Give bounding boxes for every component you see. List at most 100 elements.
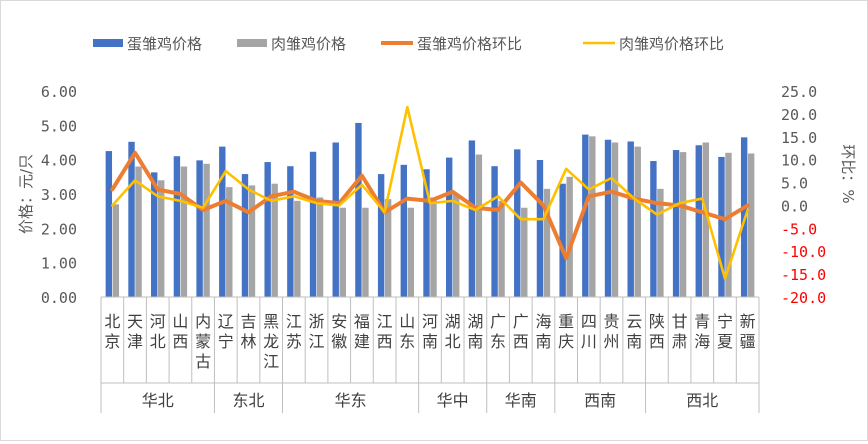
category-char: 海 [694,332,710,351]
bar-layer-7 [241,174,249,297]
region-label-5: 华南 [505,391,537,410]
y-tick-3: 2.00 [41,220,77,238]
category-label-11: 安徽 [331,312,347,351]
category-char: 西 [513,332,529,351]
bar-layer-21 [559,183,566,297]
category-char: 西 [377,332,393,351]
category-char: 苏 [286,332,302,351]
category-char: 安 [331,312,347,331]
category-char: 山 [399,312,415,331]
y2-tick-9: 20.0 [781,106,817,124]
y-tick-5: 4.00 [41,152,77,170]
category-char: 云 [626,312,642,331]
legend-swatch-1 [93,39,123,47]
line-broiler-mom [111,105,749,280]
category-label-3: 河北 [150,312,166,351]
category-char: 庆 [558,332,574,351]
category-label-20: 海南 [535,312,551,351]
category-char: 京 [104,332,120,351]
category-label-29: 新疆 [740,312,756,351]
bar-broiler-1 [112,204,120,297]
y2-tick-6: 5.0 [781,175,808,193]
category-char: 林 [240,332,256,351]
legend-label-3: 蛋雏鸡价格环比 [417,35,522,53]
bar-broiler-9 [294,200,301,297]
y2-tick-1: -20.0 [781,289,826,307]
bar-broiler-25 [657,188,664,297]
category-char: 江 [377,312,393,331]
category-label-8: 黑龙江 [263,312,279,371]
category-char: 海 [535,312,551,331]
y2-tick-8: 15.0 [781,129,817,147]
bar-broiler-28 [725,152,732,297]
bar-broiler-22 [589,136,596,297]
category-char: 辽 [218,312,234,331]
category-char: 龙 [263,332,279,351]
bar-layer-23 [604,139,612,297]
bar-broiler-18 [498,200,505,297]
category-char: 吉 [240,312,256,331]
bar-broiler-21 [566,176,573,297]
bar-broiler-14 [407,207,415,297]
category-char: 重 [558,312,574,331]
y2-tick-4: -5.0 [781,220,817,238]
category-char: 夏 [717,332,733,351]
y-tick-7: 6.00 [41,83,77,101]
category-label-12: 福建 [354,312,370,351]
category-label-17: 湖南 [467,312,483,351]
category-char: 东 [399,332,415,351]
category-char: 川 [581,332,597,351]
bar-layer-24 [627,141,634,297]
bar-layer-27 [695,145,702,297]
category-char: 浙 [309,312,325,331]
region-label-7: 西北 [686,391,718,410]
y-tick-2: 1.00 [41,255,77,273]
category-label-16: 湖北 [445,312,461,351]
category-char: 山 [172,312,188,331]
bar-layer-20 [536,160,544,297]
bar-broiler-2 [135,166,142,297]
bar-layer-26 [672,150,680,297]
bar-broiler-8 [271,183,278,297]
category-label-23: 贵州 [604,312,620,351]
bar-layer-19 [514,149,521,297]
category-char: 四 [581,312,597,331]
bar-layer-13 [377,174,385,297]
category-char: 湖 [467,312,483,331]
category-label-13: 江西 [377,312,393,351]
category-char: 西 [649,332,665,351]
bar-layer-2 [128,141,135,297]
bar-layer-16 [445,157,453,297]
bar-broiler-10 [316,197,324,297]
bar-broiler-29 [747,153,755,297]
category-char: 西 [172,332,188,351]
category-char: 宁 [218,332,234,351]
bar-broiler-19 [521,207,528,297]
category-char: 南 [535,332,551,351]
bar-layer-1 [105,151,113,297]
category-char: 北 [150,332,166,351]
category-label-1: 北京 [104,312,120,351]
bar-layer-5 [196,160,203,297]
bar-broiler-20 [543,188,551,297]
category-char: 肃 [672,332,688,351]
bar-layer-14 [400,164,408,297]
region-label-1: 华北 [142,391,174,410]
category-label-10: 浙江 [309,312,325,351]
category-char: 广 [513,312,529,331]
bar-layer-28 [718,156,725,297]
category-label-26: 甘肃 [672,312,688,351]
bar-layer-15 [423,169,430,297]
bar-broiler-27 [702,142,709,297]
y2-axis-title: 环比：% [839,144,857,203]
legend-label-1: 蛋雏鸡价格 [127,35,202,53]
category-char: 州 [604,332,620,351]
category-char: 陕 [649,312,665,331]
bar-broiler-5 [203,163,210,297]
category-char: 南 [626,332,642,351]
y2-tick-7: 10.0 [781,152,817,170]
bar-layer-10 [309,151,317,297]
y-axis-title: 价格：元/只 [17,154,35,234]
bar-broiler-3 [158,180,165,297]
